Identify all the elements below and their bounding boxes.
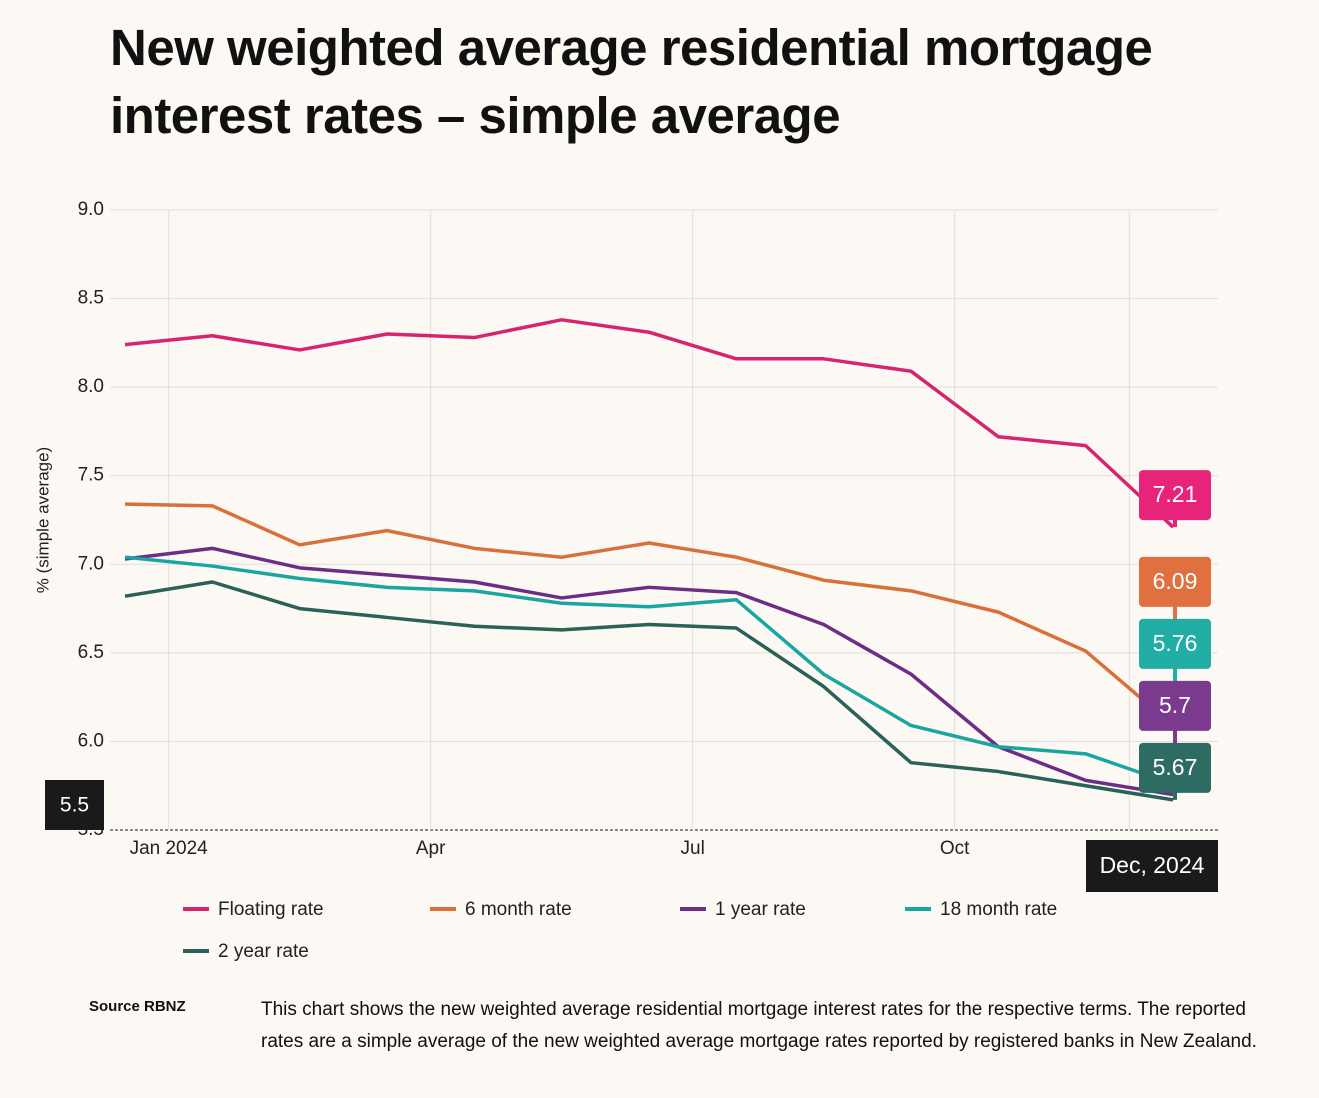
value-label: 5.7: [1159, 692, 1191, 718]
crosshair-y-label: 5.5: [60, 794, 89, 817]
value-label: 6.09: [1153, 568, 1198, 594]
y-tick-label: 9.0: [78, 199, 104, 220]
crosshair-y-box: [45, 780, 104, 830]
note: This chart shows the new weighted averag…: [261, 999, 1257, 1052]
value-label: 5.67: [1153, 754, 1198, 780]
line-series: [124, 580, 1174, 802]
value-label: 7.21: [1153, 481, 1198, 507]
legend-label: 2 year rate: [218, 941, 309, 962]
y-tick-label: 7.5: [78, 465, 104, 486]
x-tick-label: Apr: [416, 838, 446, 859]
legend-label: 6 month rate: [465, 899, 572, 920]
y-tick-label: 8.5: [78, 288, 104, 309]
y-axis-label: % (simple average): [33, 447, 52, 593]
y-tick-label: 8.0: [78, 376, 104, 397]
legend-label: Floating rate: [218, 899, 324, 920]
chart-title: New weighted average residential mortgag…: [110, 19, 1153, 144]
y-tick-label: 7.0: [78, 553, 104, 574]
value-label-box: [1139, 470, 1211, 521]
x-tick-label: Jul: [681, 838, 705, 859]
line-series: [124, 502, 1175, 727]
y-tick-label: 6.5: [78, 642, 104, 663]
value-label: 5.76: [1153, 630, 1198, 656]
value-label-box: [1139, 680, 1211, 731]
source: Source RBNZ: [89, 998, 186, 1015]
line-series: [124, 318, 1175, 529]
value-label-box: [1139, 742, 1211, 793]
value-label-box: [1139, 618, 1211, 669]
legend-label: 18 month rate: [940, 899, 1057, 920]
crosshair-x-label: Dec, 2024: [1100, 852, 1205, 878]
line-series: [124, 555, 1174, 786]
x-tick-label: Jan 2024: [130, 838, 209, 859]
y-tick-label: 6.0: [78, 730, 104, 751]
legend-label: 1 year rate: [715, 899, 806, 920]
chart: 5.5 6.0 6.5 7.0 7.5 8.0 8.5 9.0 Jan 2024 Apr Jul Oc…: [33, 199, 1218, 962]
value-label-box: [1139, 556, 1211, 607]
line-series: [124, 546, 1174, 797]
crosshair-x-box: [1086, 840, 1218, 892]
x-tick-label: Oct: [940, 838, 970, 859]
